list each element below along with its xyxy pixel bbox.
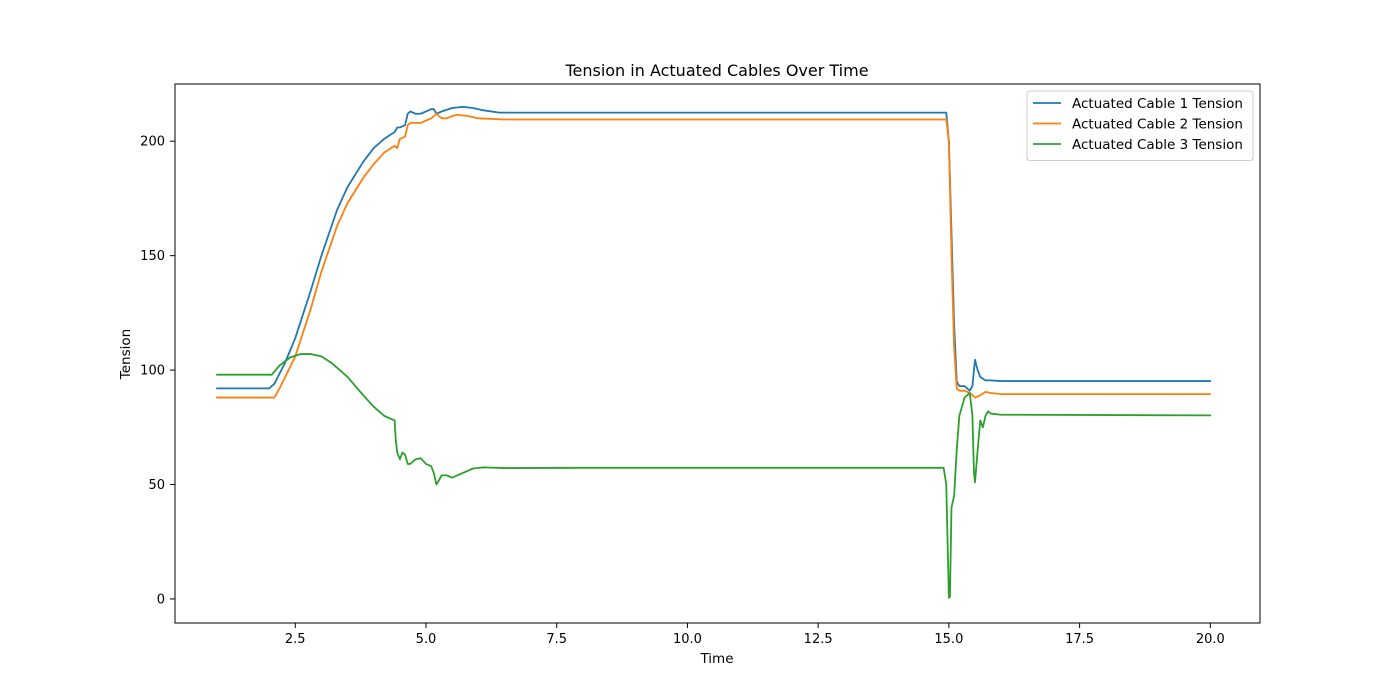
x-tick-label: 10.0 [673,632,702,647]
x-tick-label: 17.5 [1065,632,1094,647]
legend-entry-2: Actuated Cable 2 Tension [1072,117,1243,133]
legend: Actuated Cable 1 Tension Actuated Cable 2… [1026,90,1254,161]
y-tick-label: 50 [148,478,165,493]
y-tick-label: 100 [140,364,165,379]
chart-title: Tension in Actuated Cables Over Time [564,61,868,80]
y-tick-label: 200 [140,135,165,150]
legend-entry-3: Actuated Cable 3 Tension [1072,137,1243,153]
plot-frame [174,83,1261,624]
series-layer [215,105,1212,599]
series-line-3 [215,353,1212,599]
y-axis-label: Tension [118,329,134,380]
x-tick-label: 20.0 [1196,632,1225,647]
y-axis: 0 50 100 150 200 [140,135,175,607]
x-tick-label: 5.0 [416,632,437,647]
plot-area [174,83,1261,624]
x-tick-label: 12.5 [804,632,833,647]
x-axis: 2.5 5.0 7.5 10.0 12.5 15.0 17.5 20.0 [285,623,1225,647]
series-line-2 [215,112,1212,399]
x-tick-label: 2.5 [285,632,306,647]
x-tick-label: 7.5 [546,632,567,647]
y-tick-label: 150 [140,249,165,264]
series-line-1 [215,105,1212,392]
legend-box [1026,90,1254,161]
x-axis-label: Time [699,651,733,667]
x-tick-label: 15.0 [934,632,963,647]
plot-background [175,84,1260,623]
legend-entry-1: Actuated Cable 1 Tension [1072,96,1243,112]
y-tick-label: 0 [157,592,165,607]
